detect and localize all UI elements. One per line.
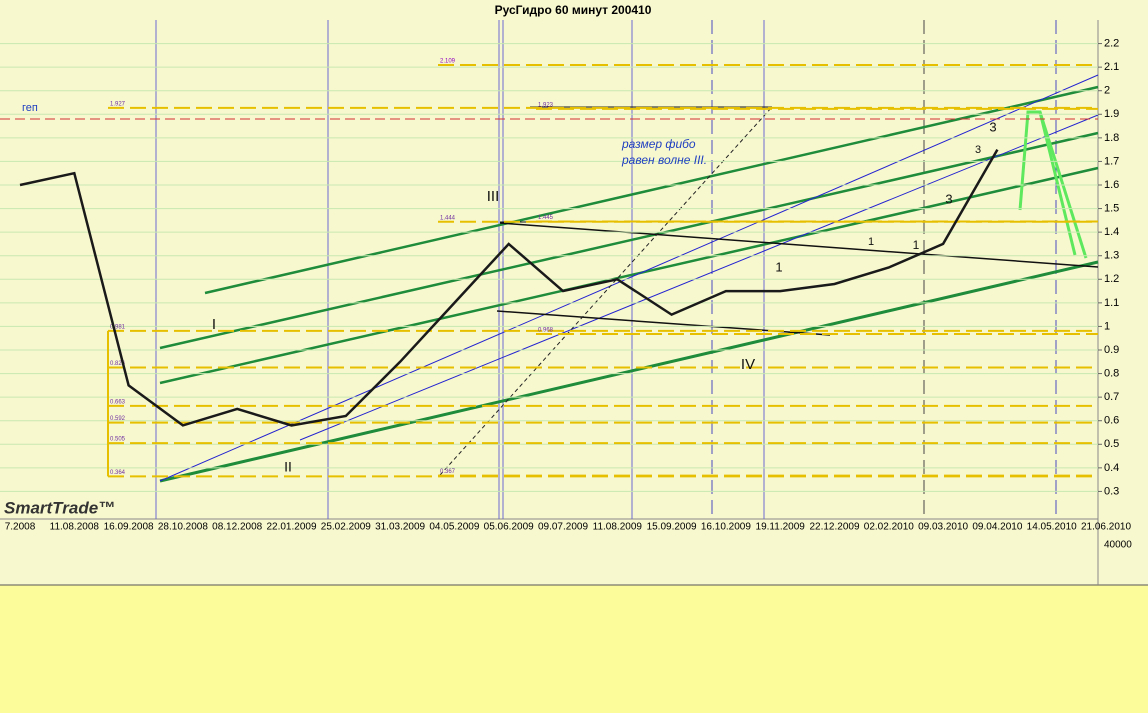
- x-tick-label: 11.08.2008: [50, 522, 100, 533]
- annotation: равен волне III.: [621, 153, 707, 167]
- fib-label: 1.923: [538, 102, 554, 108]
- chart-title: РусГидро 60 минут 200410: [495, 3, 652, 17]
- x-tick-label: 16.09.2008: [104, 522, 154, 533]
- y-tick-label: 1.8: [1104, 132, 1119, 144]
- fib-label: 0.367: [440, 469, 456, 475]
- logo: SmartTrade™: [4, 498, 115, 517]
- x-tick-label: 04.05.2009: [429, 522, 479, 533]
- y-tick-label: 0.7: [1104, 391, 1119, 403]
- x-tick-label: 31.03.2009: [375, 522, 425, 533]
- x-tick-label: 7.2008: [5, 522, 36, 533]
- fib-label: 1.445: [538, 215, 554, 221]
- fib-label: 0.364: [110, 470, 126, 476]
- gap-label: геп: [22, 102, 38, 114]
- y-tick-label: 0.5: [1104, 438, 1119, 450]
- fib-label: 0.505: [110, 437, 126, 443]
- x-tick-label: 02.02.2010: [864, 522, 914, 533]
- x-tick-label: 19.11.2009: [756, 522, 806, 533]
- y-tick-label: 0.3: [1104, 485, 1119, 497]
- fib-label: 0.663: [110, 399, 126, 405]
- x-tick-label: 22.12.2009: [809, 522, 859, 533]
- fib-label: 0.826: [110, 361, 126, 367]
- fib-label: 0.968: [538, 328, 554, 334]
- fib-label: 1.927: [110, 101, 126, 107]
- volume-label: 40000: [1104, 540, 1132, 551]
- y-tick-label: 0.8: [1104, 367, 1119, 379]
- y-tick-label: 1.6: [1104, 179, 1119, 191]
- x-tick-label: 09.07.2009: [538, 522, 588, 533]
- y-tick-label: 1.4: [1104, 226, 1119, 238]
- y-tick-label: 1: [1104, 320, 1110, 332]
- lower-pane: [0, 586, 1148, 713]
- y-tick-label: 0.9: [1104, 344, 1119, 356]
- wave-label: IV: [741, 356, 755, 373]
- x-tick-label: 25.02.2009: [321, 522, 371, 533]
- y-tick-label: 1.1: [1104, 297, 1119, 309]
- y-tick-label: 1.7: [1104, 155, 1119, 167]
- wave-label: 1: [868, 236, 874, 248]
- fib-label: 0.981: [110, 324, 126, 330]
- y-tick-label: 2.1: [1104, 61, 1119, 73]
- x-tick-label: 11.08.2009: [593, 522, 643, 533]
- y-tick-label: 1.3: [1104, 250, 1119, 262]
- fib-label: 1.444: [440, 215, 456, 221]
- x-tick-label: 05.06.2009: [484, 522, 534, 533]
- x-tick-label: 28.10.2008: [158, 522, 208, 533]
- wave-label: III: [487, 188, 500, 205]
- x-tick-label: 09.04.2010: [972, 522, 1022, 533]
- x-tick-label: 16.10.2009: [701, 522, 751, 533]
- wave-label: 3: [989, 119, 996, 134]
- x-tick-label: 08.12.2008: [212, 522, 262, 533]
- wave-label: I: [212, 316, 216, 333]
- y-tick-label: 2: [1104, 85, 1110, 97]
- y-tick-label: 0.4: [1104, 462, 1119, 474]
- wave-label: 3: [975, 144, 981, 156]
- y-tick-label: 1.2: [1104, 273, 1119, 285]
- wave-label: 3: [945, 191, 952, 206]
- y-tick-label: 2.2: [1104, 37, 1119, 49]
- chart-bg: [0, 0, 1148, 585]
- price-line: [19, 149, 999, 427]
- x-tick-label: 09.03.2010: [918, 522, 968, 533]
- fib-label: 2.109: [440, 59, 456, 65]
- wave-label: 1: [775, 259, 782, 274]
- annotation: размер фибо: [621, 137, 696, 151]
- y-tick-label: 0.6: [1104, 415, 1119, 427]
- x-tick-label: 14.05.2010: [1027, 522, 1077, 533]
- x-tick-label: 21.06.2010: [1081, 522, 1131, 533]
- y-tick-label: 1.5: [1104, 202, 1119, 214]
- y-tick-label: 1.9: [1104, 108, 1119, 120]
- x-tick-label: 15.09.2009: [647, 522, 697, 533]
- wave-label: II: [284, 459, 292, 475]
- fib-label: 0.592: [110, 416, 126, 422]
- x-tick-label: 22.01.2009: [266, 522, 316, 533]
- wave-label: 1: [913, 238, 920, 252]
